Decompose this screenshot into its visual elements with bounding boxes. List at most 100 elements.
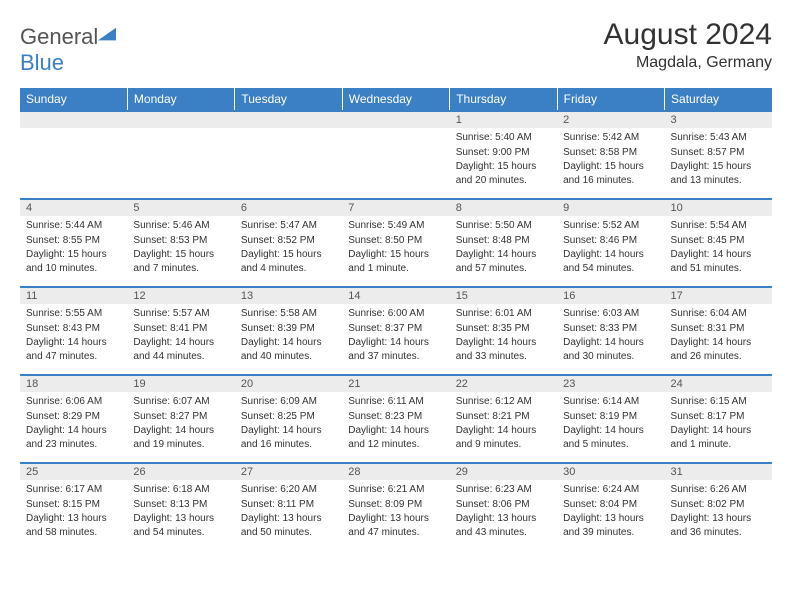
daylight-text: Daylight: 14 hours and 47 minutes. xyxy=(26,336,121,363)
daylight-text: Daylight: 13 hours and 39 minutes. xyxy=(563,512,658,539)
cell-body: Sunrise: 5:58 AMSunset: 8:39 PMDaylight:… xyxy=(235,304,342,368)
cell-body: Sunrise: 6:21 AMSunset: 8:09 PMDaylight:… xyxy=(342,480,449,544)
page-title: August 2024 xyxy=(604,18,772,52)
day-number xyxy=(342,112,449,128)
sunrise-text: Sunrise: 6:24 AM xyxy=(563,483,658,497)
day-number: 14 xyxy=(342,288,449,304)
calendar-cell: 24Sunrise: 6:15 AMSunset: 8:17 PMDayligh… xyxy=(665,375,772,463)
calendar-cell: 17Sunrise: 6:04 AMSunset: 8:31 PMDayligh… xyxy=(665,287,772,375)
sunset-text: Sunset: 8:11 PM xyxy=(241,498,336,512)
day-number: 13 xyxy=(235,288,342,304)
sunset-text: Sunset: 8:58 PM xyxy=(563,146,658,160)
sunset-text: Sunset: 8:37 PM xyxy=(348,322,443,336)
cell-body: Sunrise: 5:47 AMSunset: 8:52 PMDaylight:… xyxy=(235,216,342,280)
day-number: 4 xyxy=(20,200,127,216)
daylight-text: Daylight: 15 hours and 4 minutes. xyxy=(241,248,336,275)
day-number: 2 xyxy=(557,112,664,128)
day-number: 31 xyxy=(665,464,772,480)
sunset-text: Sunset: 8:13 PM xyxy=(133,498,228,512)
daylight-text: Daylight: 15 hours and 10 minutes. xyxy=(26,248,121,275)
daylight-text: Daylight: 14 hours and 57 minutes. xyxy=(456,248,551,275)
daylight-text: Daylight: 14 hours and 12 minutes. xyxy=(348,424,443,451)
daylight-text: Daylight: 15 hours and 7 minutes. xyxy=(133,248,228,275)
sunrise-text: Sunrise: 5:42 AM xyxy=(563,131,658,145)
calendar-cell: 29Sunrise: 6:23 AMSunset: 8:06 PMDayligh… xyxy=(450,463,557,551)
calendar-table: Sunday Monday Tuesday Wednesday Thursday… xyxy=(20,88,772,551)
col-monday: Monday xyxy=(127,88,234,111)
daylight-text: Daylight: 14 hours and 51 minutes. xyxy=(671,248,766,275)
cell-body: Sunrise: 5:42 AMSunset: 8:58 PMDaylight:… xyxy=(557,128,664,192)
sunset-text: Sunset: 9:00 PM xyxy=(456,146,551,160)
cell-body: Sunrise: 6:09 AMSunset: 8:25 PMDaylight:… xyxy=(235,392,342,456)
sunrise-text: Sunrise: 6:15 AM xyxy=(671,395,766,409)
sunrise-text: Sunrise: 5:58 AM xyxy=(241,307,336,321)
day-number: 15 xyxy=(450,288,557,304)
logo-part1: General xyxy=(20,24,98,49)
day-number: 22 xyxy=(450,376,557,392)
daylight-text: Daylight: 14 hours and 30 minutes. xyxy=(563,336,658,363)
cell-body: Sunrise: 5:40 AMSunset: 9:00 PMDaylight:… xyxy=(450,128,557,192)
col-tuesday: Tuesday xyxy=(235,88,342,111)
daylight-text: Daylight: 13 hours and 58 minutes. xyxy=(26,512,121,539)
daylight-text: Daylight: 15 hours and 20 minutes. xyxy=(456,160,551,187)
cell-body: Sunrise: 6:14 AMSunset: 8:19 PMDaylight:… xyxy=(557,392,664,456)
calendar-week-row: 4Sunrise: 5:44 AMSunset: 8:55 PMDaylight… xyxy=(20,199,772,287)
sunrise-text: Sunrise: 6:00 AM xyxy=(348,307,443,321)
calendar-cell: 4Sunrise: 5:44 AMSunset: 8:55 PMDaylight… xyxy=(20,199,127,287)
calendar-cell: 21Sunrise: 6:11 AMSunset: 8:23 PMDayligh… xyxy=(342,375,449,463)
sunrise-text: Sunrise: 6:03 AM xyxy=(563,307,658,321)
sunrise-text: Sunrise: 6:21 AM xyxy=(348,483,443,497)
cell-body: Sunrise: 5:57 AMSunset: 8:41 PMDaylight:… xyxy=(127,304,234,368)
cell-body: Sunrise: 6:24 AMSunset: 8:04 PMDaylight:… xyxy=(557,480,664,544)
daylight-text: Daylight: 13 hours and 43 minutes. xyxy=(456,512,551,539)
daylight-text: Daylight: 14 hours and 40 minutes. xyxy=(241,336,336,363)
cell-body: Sunrise: 6:04 AMSunset: 8:31 PMDaylight:… xyxy=(665,304,772,368)
cell-body: Sunrise: 6:06 AMSunset: 8:29 PMDaylight:… xyxy=(20,392,127,456)
sunset-text: Sunset: 8:33 PM xyxy=(563,322,658,336)
day-number: 21 xyxy=(342,376,449,392)
calendar-cell: 8Sunrise: 5:50 AMSunset: 8:48 PMDaylight… xyxy=(450,199,557,287)
calendar-cell: 18Sunrise: 6:06 AMSunset: 8:29 PMDayligh… xyxy=(20,375,127,463)
cell-body: Sunrise: 6:03 AMSunset: 8:33 PMDaylight:… xyxy=(557,304,664,368)
daylight-text: Daylight: 15 hours and 1 minute. xyxy=(348,248,443,275)
calendar-cell: 22Sunrise: 6:12 AMSunset: 8:21 PMDayligh… xyxy=(450,375,557,463)
day-number: 1 xyxy=(450,112,557,128)
sunrise-text: Sunrise: 6:11 AM xyxy=(348,395,443,409)
sunset-text: Sunset: 8:35 PM xyxy=(456,322,551,336)
sunset-text: Sunset: 8:29 PM xyxy=(26,410,121,424)
sunset-text: Sunset: 8:48 PM xyxy=(456,234,551,248)
cell-body: Sunrise: 5:54 AMSunset: 8:45 PMDaylight:… xyxy=(665,216,772,280)
sunset-text: Sunset: 8:19 PM xyxy=(563,410,658,424)
daylight-text: Daylight: 14 hours and 37 minutes. xyxy=(348,336,443,363)
day-number: 7 xyxy=(342,200,449,216)
sunrise-text: Sunrise: 5:40 AM xyxy=(456,131,551,145)
sunset-text: Sunset: 8:45 PM xyxy=(671,234,766,248)
sunset-text: Sunset: 8:25 PM xyxy=(241,410,336,424)
sunrise-text: Sunrise: 5:43 AM xyxy=(671,131,766,145)
sunset-text: Sunset: 8:27 PM xyxy=(133,410,228,424)
calendar-cell xyxy=(342,111,449,199)
daylight-text: Daylight: 13 hours and 36 minutes. xyxy=(671,512,766,539)
daylight-text: Daylight: 13 hours and 54 minutes. xyxy=(133,512,228,539)
daylight-text: Daylight: 14 hours and 26 minutes. xyxy=(671,336,766,363)
calendar-cell: 23Sunrise: 6:14 AMSunset: 8:19 PMDayligh… xyxy=(557,375,664,463)
sunset-text: Sunset: 8:02 PM xyxy=(671,498,766,512)
day-number: 12 xyxy=(127,288,234,304)
location: Magdala, Germany xyxy=(604,54,772,72)
cell-body: Sunrise: 5:50 AMSunset: 8:48 PMDaylight:… xyxy=(450,216,557,280)
daylight-text: Daylight: 14 hours and 9 minutes. xyxy=(456,424,551,451)
day-number: 19 xyxy=(127,376,234,392)
sunset-text: Sunset: 8:50 PM xyxy=(348,234,443,248)
sunset-text: Sunset: 8:39 PM xyxy=(241,322,336,336)
weekday-header-row: Sunday Monday Tuesday Wednesday Thursday… xyxy=(20,88,772,111)
cell-body: Sunrise: 6:26 AMSunset: 8:02 PMDaylight:… xyxy=(665,480,772,544)
cell-body: Sunrise: 5:43 AMSunset: 8:57 PMDaylight:… xyxy=(665,128,772,192)
daylight-text: Daylight: 15 hours and 16 minutes. xyxy=(563,160,658,187)
day-number: 30 xyxy=(557,464,664,480)
sunrise-text: Sunrise: 6:09 AM xyxy=(241,395,336,409)
sunset-text: Sunset: 8:31 PM xyxy=(671,322,766,336)
day-number: 17 xyxy=(665,288,772,304)
daylight-text: Daylight: 14 hours and 1 minute. xyxy=(671,424,766,451)
day-number: 6 xyxy=(235,200,342,216)
day-number: 5 xyxy=(127,200,234,216)
